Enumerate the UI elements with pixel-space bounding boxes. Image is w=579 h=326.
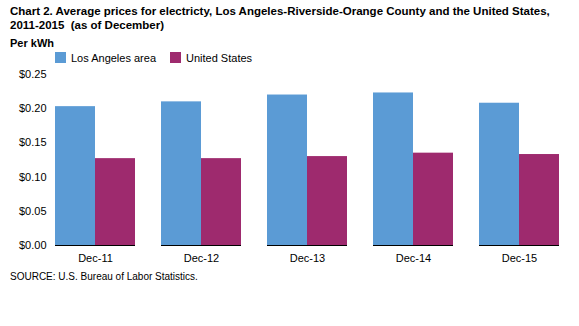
svg-text:Dec-15: Dec-15 (502, 252, 537, 264)
svg-text:Dec-13: Dec-13 (290, 252, 325, 264)
html-text:Chart 2. Average prices for el: Chart 2. Average prices for electricty, … (10, 5, 553, 32)
svg-text:$0.00: $0.00 (19, 239, 47, 251)
svg-text:Dec-14: Dec-14 (396, 252, 431, 264)
html-text:Los Angeles area: Los Angeles area (71, 51, 156, 64)
html-text:United States: United States (186, 51, 253, 64)
svg-text:$0.15: $0.15 (19, 136, 47, 148)
svg-text:$0.20: $0.20 (19, 102, 47, 114)
svg-text:$0.10: $0.10 (19, 170, 47, 182)
svg-text:Dec-11: Dec-11 (78, 252, 113, 264)
svg-text:$0.25: $0.25 (19, 68, 47, 80)
html-text:Per kWh: Per kWh (10, 36, 54, 49)
svg-text:$0.05: $0.05 (19, 205, 47, 217)
svg-text:Dec-12: Dec-12 (184, 252, 219, 264)
html-text:SOURCE: U.S. Bureau of Labor S: SOURCE: U.S. Bureau of Labor Statistics. (10, 270, 198, 282)
